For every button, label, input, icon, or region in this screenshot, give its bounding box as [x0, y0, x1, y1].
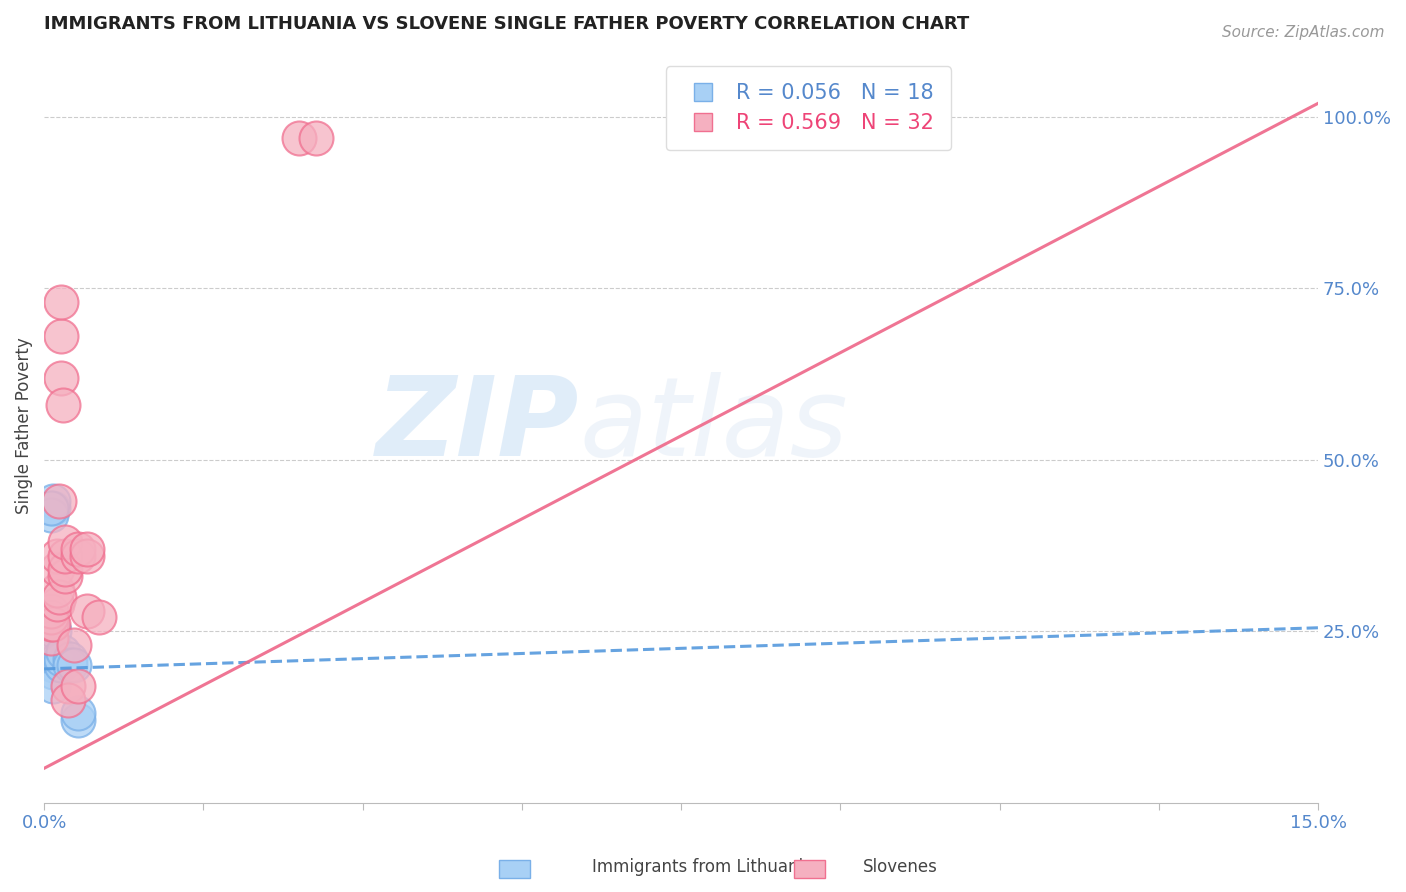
Point	[52, 645, 75, 659]
Point	[45, 583, 67, 598]
Point	[67, 679, 90, 693]
Point	[49, 329, 72, 343]
Point	[58, 651, 80, 665]
Point	[63, 638, 86, 652]
Point	[49, 658, 72, 673]
Point	[58, 658, 80, 673]
Point	[39, 610, 62, 624]
Point	[67, 549, 90, 563]
Point	[67, 714, 90, 728]
Text: Immigrants from Lithuania: Immigrants from Lithuania	[592, 858, 814, 876]
Point	[67, 541, 90, 556]
Point	[39, 631, 62, 645]
Point	[49, 651, 72, 665]
Point	[41, 500, 63, 515]
Point	[89, 610, 111, 624]
Point	[76, 549, 98, 563]
Point	[39, 604, 62, 618]
Point	[67, 706, 90, 721]
Point	[53, 549, 76, 563]
Y-axis label: Single Father Poverty: Single Father Poverty	[15, 337, 32, 514]
Legend: R = 0.056   N = 18, R = 0.569   N = 32: R = 0.056 N = 18, R = 0.569 N = 32	[665, 66, 950, 150]
Point	[76, 541, 98, 556]
Point	[305, 130, 328, 145]
Point	[48, 590, 70, 604]
Point	[45, 597, 67, 611]
Text: atlas: atlas	[579, 372, 848, 479]
Point	[76, 604, 98, 618]
Point	[49, 295, 72, 310]
Point	[53, 562, 76, 576]
Point	[45, 562, 67, 576]
Point	[763, 110, 786, 124]
Point	[53, 569, 76, 583]
Point	[45, 651, 67, 665]
Point	[39, 508, 62, 522]
Point	[41, 658, 63, 673]
Text: Source: ZipAtlas.com: Source: ZipAtlas.com	[1222, 25, 1385, 40]
Point	[45, 645, 67, 659]
Point	[56, 692, 79, 706]
Point	[288, 130, 311, 145]
Point	[41, 617, 63, 632]
Point	[44, 624, 66, 639]
Point	[41, 494, 63, 508]
Point	[53, 535, 76, 549]
Point	[39, 617, 62, 632]
Text: Slovenes: Slovenes	[862, 858, 938, 876]
Point	[63, 658, 86, 673]
Point	[56, 679, 79, 693]
Point	[41, 679, 63, 693]
Point	[41, 665, 63, 680]
Point	[39, 500, 62, 515]
Point	[48, 494, 70, 508]
Point	[45, 549, 67, 563]
Text: ZIP: ZIP	[375, 372, 579, 479]
Text: IMMIGRANTS FROM LITHUANIA VS SLOVENE SINGLE FATHER POVERTY CORRELATION CHART: IMMIGRANTS FROM LITHUANIA VS SLOVENE SIN…	[44, 15, 969, 33]
Point	[49, 370, 72, 384]
Point	[52, 398, 75, 412]
